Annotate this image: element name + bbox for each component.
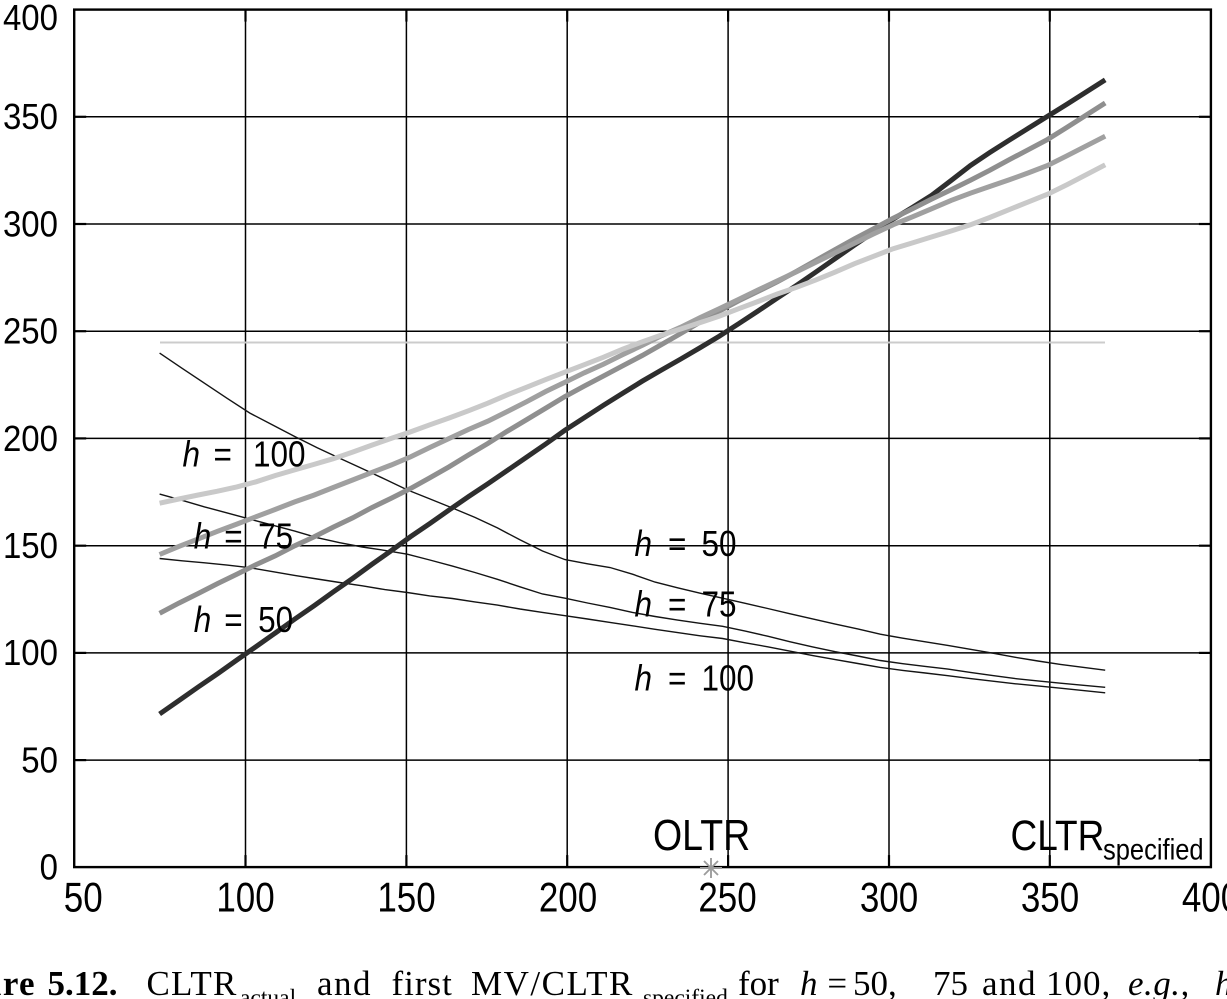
- svg-text:5.12.: 5.12.: [48, 964, 118, 999]
- svg-text:CLTR: CLTR: [147, 964, 238, 999]
- svg-text:specified: specified: [643, 985, 728, 999]
- svg-text:e.g.,: e.g.,: [1128, 964, 1190, 999]
- svg-text:h=75: h = 75: [635, 584, 737, 625]
- svg-text:h=100: h = 100: [635, 658, 755, 699]
- svg-text:=: =: [827, 964, 847, 999]
- svg-text:h=75: h = 75: [194, 516, 293, 557]
- svg-text:h=50: h = 50: [194, 600, 293, 641]
- svg-text:for: for: [738, 964, 779, 999]
- svg-text:and: and: [317, 964, 372, 999]
- svg-text:100: 100: [3, 634, 58, 674]
- svg-text:CLTR: CLTR: [1011, 813, 1105, 860]
- svg-text:MV/CLTR: MV/CLTR: [471, 964, 634, 999]
- svg-text:250: 250: [698, 875, 756, 922]
- svg-text:h=100: h = 100: [183, 434, 306, 475]
- svg-text:first: first: [392, 964, 453, 999]
- svg-text:50,: 50,: [853, 964, 897, 999]
- svg-text:350: 350: [1021, 875, 1079, 922]
- svg-text:150: 150: [3, 527, 58, 567]
- svg-text:100,: 100,: [1046, 964, 1111, 999]
- svg-text:400: 400: [3, 0, 58, 38]
- svg-text:specified: specified: [1103, 833, 1204, 866]
- svg-text:0: 0: [40, 848, 58, 888]
- svg-text:200: 200: [3, 419, 58, 459]
- svg-text:300: 300: [860, 875, 918, 922]
- svg-text:50: 50: [64, 875, 103, 922]
- svg-text:actual: actual: [240, 985, 297, 999]
- svg-text:h: h: [1215, 964, 1227, 999]
- svg-text:OLTR: OLTR: [653, 811, 750, 860]
- svg-text:100: 100: [216, 875, 274, 922]
- svg-text:h: h: [800, 964, 818, 999]
- svg-text:50: 50: [21, 741, 58, 781]
- svg-text:250: 250: [3, 312, 58, 352]
- svg-text:300: 300: [3, 205, 58, 245]
- svg-text:350: 350: [3, 98, 58, 138]
- svg-text:Figure: Figure: [0, 964, 36, 999]
- svg-text:400: 400: [1182, 875, 1227, 922]
- svg-text:and: and: [982, 964, 1037, 999]
- svg-text:150: 150: [377, 875, 435, 922]
- svg-text:75: 75: [933, 964, 968, 999]
- svg-text:200: 200: [539, 875, 597, 922]
- svg-text:h=50: h = 50: [635, 524, 737, 565]
